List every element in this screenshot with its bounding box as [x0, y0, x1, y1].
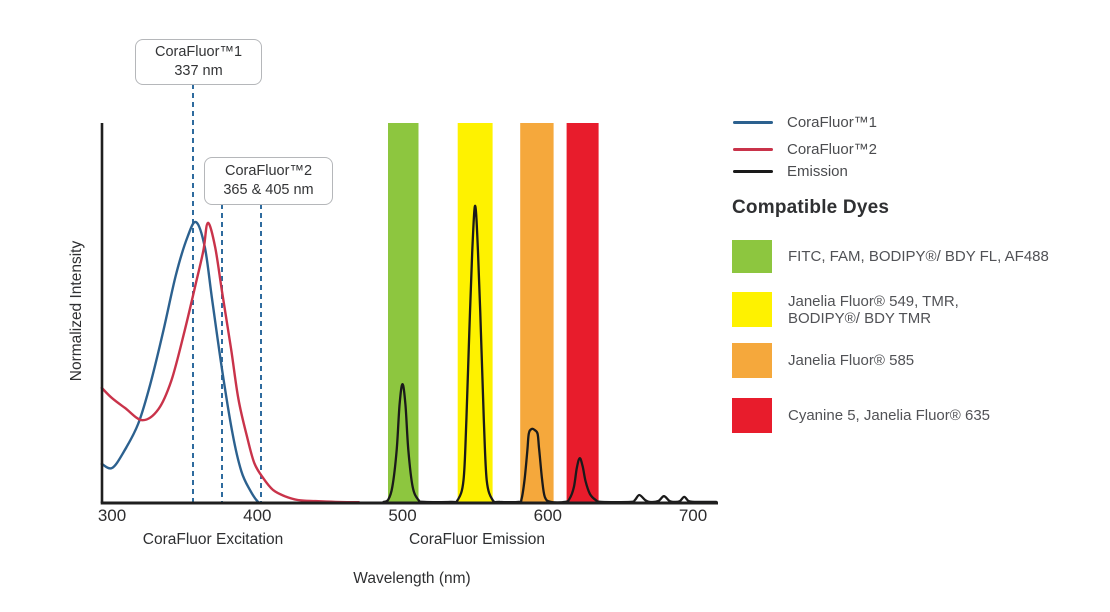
x-tick-label-700: 700: [679, 506, 707, 525]
x-tick-labels: 300 400 500 600 700: [98, 506, 707, 525]
curve-corafluor1-excitation: [100, 220, 263, 505]
dye-label-line: BODIPY®/ BDY TMR: [788, 309, 932, 327]
annotation-corafluor1-337nm: CoraFluor™1 337 nm: [135, 39, 262, 85]
x-tick-label-600: 600: [534, 506, 562, 525]
y-axis-title: Normalized Intensity: [68, 241, 85, 382]
band-red: [566, 123, 599, 503]
curve-corafluor2-excitation: [100, 221, 361, 504]
excitation-group-label: CoraFluor Excitation: [143, 531, 283, 548]
annotation-title: CoraFluor™1: [154, 44, 243, 60]
legend-item-corafluor1: CoraFluor™1: [733, 113, 878, 131]
x-axis-title: Wavelength (nm): [353, 570, 470, 587]
dye-label: FITC, FAM, BODIPY®/ BDY FL, AF488: [788, 248, 1049, 265]
annotation-value: 365 & 405 nm: [223, 182, 314, 198]
dye-label: Cyanine 5, Janelia Fluor® 635: [788, 407, 990, 424]
legend-item-emission: Emission: [733, 162, 848, 180]
band-yellow: [457, 123, 493, 503]
legend-line-corafluor1: [733, 120, 773, 124]
annotation-value: 337 nm: [174, 63, 223, 79]
dye-row-jf585: Janelia Fluor® 585: [732, 343, 914, 378]
excitation-guide-lines: [192, 84, 262, 503]
dye-swatch-orange: [732, 343, 772, 378]
band-green: [388, 123, 419, 503]
dye-label-line: FITC, FAM, BODIPY®/ BDY FL, AF488: [788, 248, 1049, 265]
legend-label: Emission: [787, 162, 848, 180]
dye-band-group: [388, 123, 599, 503]
band-orange: [520, 123, 554, 503]
dye-swatch-green: [732, 240, 772, 273]
dye-swatch-red: [732, 398, 772, 433]
x-tick-label-400: 400: [243, 506, 271, 525]
legend-item-corafluor2: CoraFluor™2: [733, 140, 878, 158]
dye-label: Janelia Fluor® 549, TMR, BODIPY®/ BDY TM…: [788, 293, 959, 327]
annotation-title: CoraFluor™2: [224, 163, 313, 179]
emission-group-label: CoraFluor Emission: [409, 531, 545, 548]
dye-row-fitc: FITC, FAM, BODIPY®/ BDY FL, AF488: [732, 240, 1049, 273]
dye-swatch-yellow: [732, 292, 772, 327]
dye-label: Janelia Fluor® 585: [788, 352, 914, 369]
dye-row-jf549: Janelia Fluor® 549, TMR, BODIPY®/ BDY TM…: [732, 292, 959, 327]
spectra-chart: 300 400 500 600 700 CoraFluor Excitation Cor…: [68, 84, 718, 587]
legend-line-emission: [733, 169, 773, 173]
dye-row-cy5: Cyanine 5, Janelia Fluor® 635: [732, 398, 990, 433]
legend-label: CoraFluor™1: [787, 113, 878, 131]
annotation-corafluor2-365-405nm: CoraFluor™2 365 & 405 nm: [204, 157, 333, 205]
dye-label-line: Janelia Fluor® 585: [788, 352, 915, 369]
legend-line-corafluor2: [733, 147, 773, 151]
compatible-dyes-heading: Compatible Dyes: [732, 197, 890, 218]
legend-label: CoraFluor™2: [787, 140, 878, 158]
dye-label-line: Janelia Fluor® 549, TMR,: [788, 292, 959, 310]
dye-label-line: Cyanine 5, Janelia Fluor® 635: [788, 407, 991, 424]
x-tick-label-300: 300: [98, 506, 126, 525]
x-tick-label-500: 500: [388, 506, 416, 525]
